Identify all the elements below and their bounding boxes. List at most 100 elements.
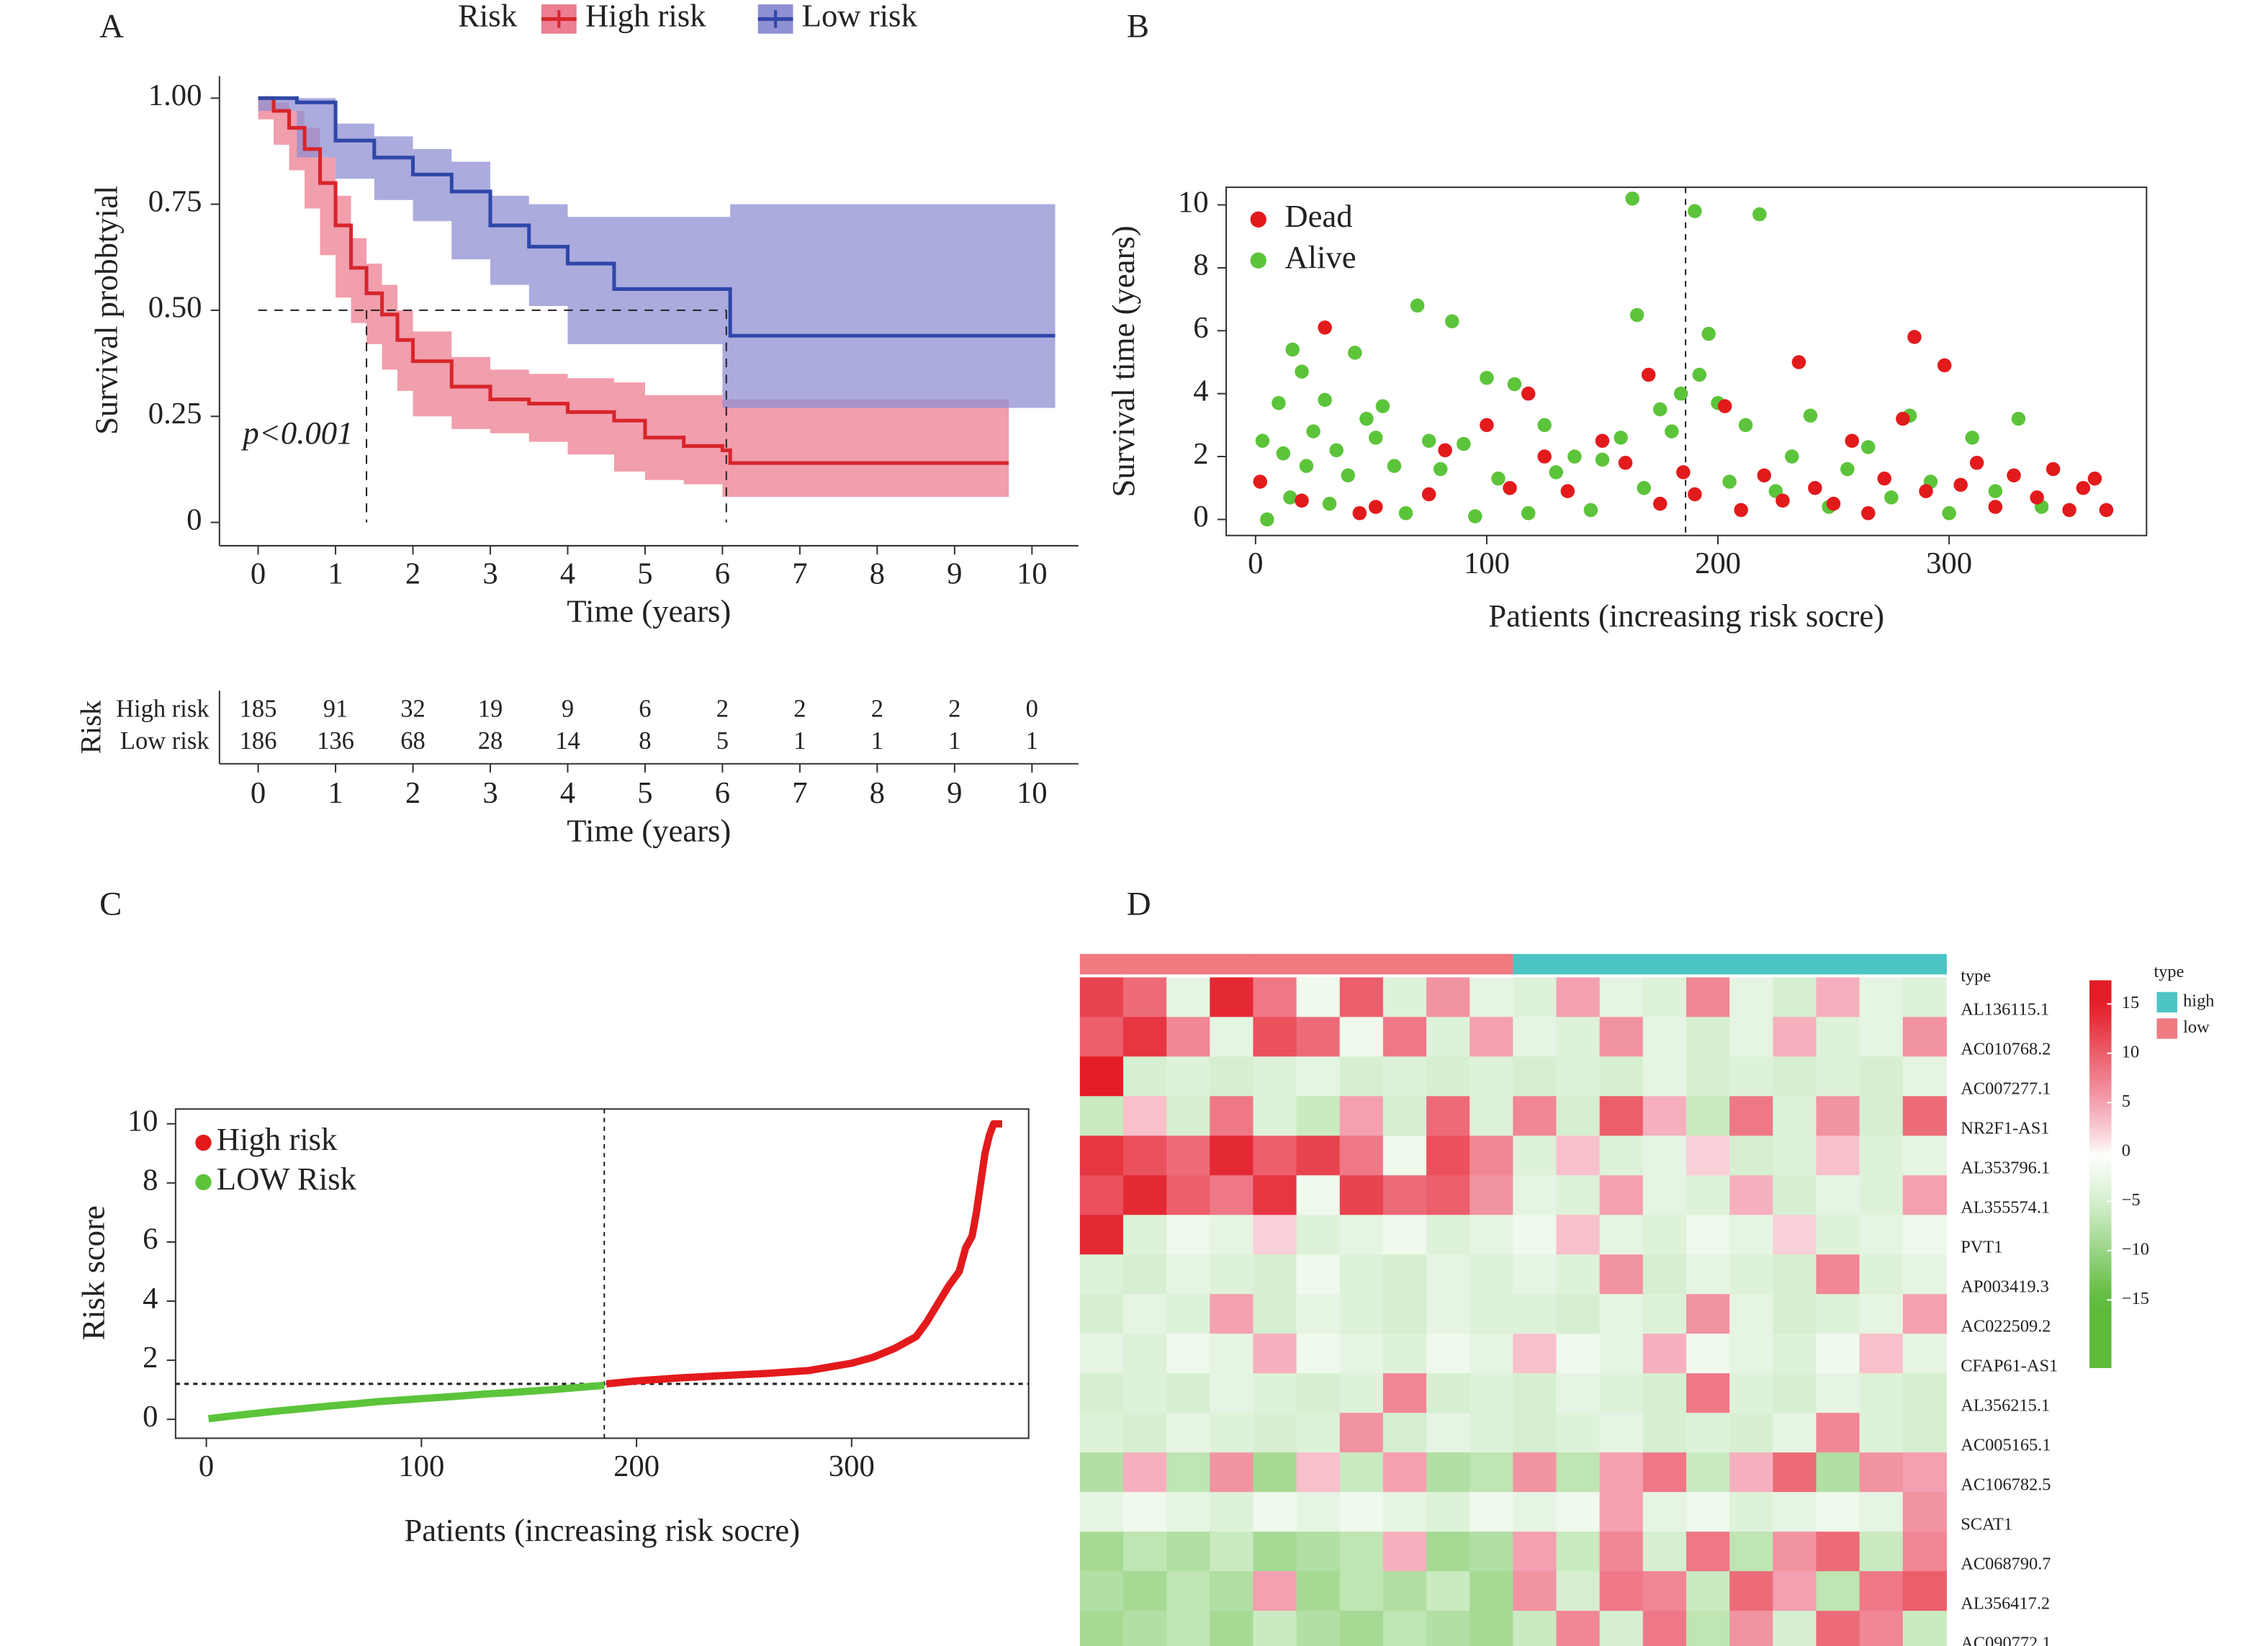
annotation-cell	[1902, 953, 1947, 975]
heat-cell	[1339, 1334, 1384, 1375]
heat-cell	[1122, 1452, 1168, 1493]
heat-cell	[1339, 1096, 1384, 1137]
point	[1537, 418, 1552, 433]
x-tick-label: 10	[1017, 776, 1048, 810]
row-label: AL353796.1	[1961, 1159, 2050, 1178]
heat-cell	[1773, 977, 1817, 1018]
heat-cell	[1729, 1017, 1774, 1058]
x-tick-label: 1	[328, 557, 343, 590]
heat-cell	[1253, 1215, 1297, 1256]
point	[1776, 493, 1790, 508]
heat-cell	[1902, 1611, 1947, 1646]
point	[1629, 307, 1644, 323]
heat-cell	[1079, 1135, 1124, 1177]
heat-cell	[1296, 1254, 1341, 1295]
row-label: SCAT1	[1961, 1514, 2012, 1534]
heat-cell	[1210, 1056, 1254, 1097]
heat-cell	[1513, 1135, 1557, 1177]
point	[1352, 505, 1367, 521]
heat-cell	[1166, 1254, 1211, 1295]
legend-title: Risk	[458, 0, 518, 34]
annotation-cell	[1296, 953, 1341, 975]
heat-cell	[1382, 1413, 1428, 1454]
row-label: AP003419.3	[1961, 1277, 2049, 1297]
y-tick-label: 10	[1178, 185, 1209, 219]
point	[1329, 443, 1344, 458]
heat-cell	[1470, 1492, 1514, 1533]
heat-cell	[1122, 1056, 1168, 1097]
heat-cell	[1513, 1611, 1557, 1646]
heat-cell	[1253, 1334, 1297, 1375]
heat-cell	[1816, 1413, 1860, 1454]
legend-key	[195, 1174, 212, 1191]
heat-cell	[1166, 1492, 1211, 1533]
point	[2030, 490, 2044, 505]
point	[1988, 500, 2003, 514]
annotation-title: type	[1961, 966, 1991, 986]
heat-cell	[1166, 1096, 1211, 1137]
point	[1285, 342, 1300, 357]
plot-frame	[174, 1108, 1030, 1439]
point	[1521, 386, 1536, 401]
point	[1299, 459, 1314, 473]
heat-cell	[1642, 1135, 1687, 1177]
heat-cell	[1859, 1096, 1904, 1137]
heat-cell	[1253, 1532, 1297, 1573]
point	[2046, 462, 2061, 477]
heat-cell	[1426, 1056, 1471, 1097]
y-tick-label: 4	[1193, 374, 1208, 408]
heat-cell	[1902, 1254, 1947, 1295]
legend-label: Low risk	[802, 0, 918, 34]
heat-cell	[1253, 1611, 1297, 1646]
heat-cell	[1079, 1215, 1124, 1256]
heat-cell	[1816, 1492, 1860, 1533]
table-title: Risk	[74, 700, 107, 754]
risk-curve	[606, 1120, 1002, 1388]
x-tick-label: 1	[328, 776, 343, 810]
heat-cell	[1642, 1215, 1687, 1256]
heat-cell	[1513, 977, 1557, 1018]
heat-cell	[1642, 1492, 1687, 1533]
heat-cell	[1339, 1294, 1384, 1335]
point	[1295, 364, 1309, 379]
heat-cell	[1296, 1175, 1341, 1216]
point	[1673, 386, 1688, 401]
heat-cell	[1556, 1611, 1601, 1646]
heat-cell	[1079, 1492, 1124, 1533]
heat-cell	[1210, 1135, 1254, 1177]
row-label: CFAP61-AS1	[1961, 1357, 2058, 1376]
heat-cell	[1642, 1175, 1687, 1216]
heat-cell	[1382, 1571, 1428, 1612]
point	[2007, 468, 2021, 483]
heat-cell	[1296, 1017, 1341, 1058]
annotation-cell	[1210, 953, 1254, 975]
heat-cell	[1556, 1452, 1601, 1493]
row-label: AC010768.2	[1961, 1040, 2051, 1059]
legend-label: high	[2183, 991, 2214, 1011]
y-tick-label: 8	[143, 1164, 158, 1197]
point	[1641, 367, 1656, 382]
heat-cell	[1122, 1294, 1168, 1335]
heat-cell	[1773, 1532, 1817, 1573]
heat-cell	[1686, 1452, 1731, 1493]
heat-cell	[1599, 1334, 1644, 1375]
heat-cell	[1426, 1532, 1471, 1573]
y-tick-label: 2	[1193, 437, 1208, 471]
heat-cell	[1556, 1215, 1601, 1256]
row-label: AL356417.2	[1961, 1593, 2050, 1613]
colorbar-label: −15	[2122, 1289, 2149, 1308]
heat-cell	[1339, 977, 1384, 1018]
heat-cell	[1686, 1056, 1731, 1097]
row-label: AC007277.1	[1961, 1079, 2051, 1099]
heat-cell	[1426, 1334, 1471, 1375]
heat-cell	[1556, 977, 1601, 1018]
heat-cell	[1556, 1294, 1601, 1335]
heat-cell	[1426, 1017, 1471, 1058]
x-tick-label: 8	[870, 557, 885, 590]
heat-cell	[1470, 1017, 1514, 1058]
y-tick-label: 0	[1193, 500, 1208, 534]
x-tick-label: 100	[1464, 547, 1510, 580]
annotation-cell	[1426, 953, 1471, 975]
heat-cell	[1859, 1571, 1904, 1612]
heat-cell	[1859, 1452, 1904, 1493]
